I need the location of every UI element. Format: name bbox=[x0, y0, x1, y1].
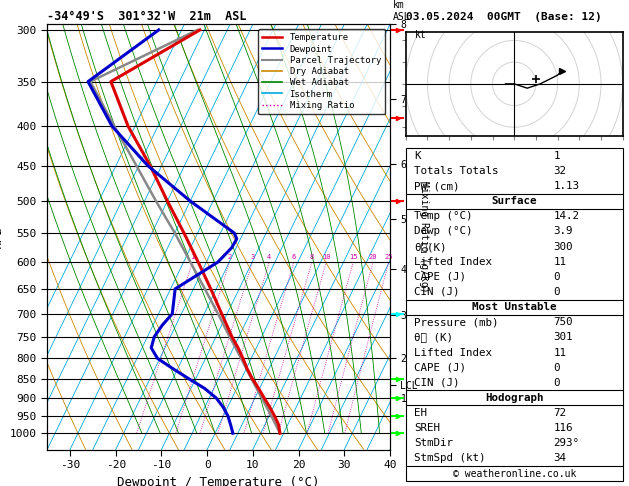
Y-axis label: hPa: hPa bbox=[0, 226, 4, 248]
Text: 0: 0 bbox=[554, 287, 560, 297]
Text: km
ASL: km ASL bbox=[393, 0, 411, 22]
Text: Hodograph: Hodograph bbox=[485, 393, 543, 403]
Text: 0: 0 bbox=[554, 378, 560, 388]
Text: 3.9: 3.9 bbox=[554, 226, 573, 237]
X-axis label: Dewpoint / Temperature (°C): Dewpoint / Temperature (°C) bbox=[118, 475, 320, 486]
Text: 72: 72 bbox=[554, 408, 566, 418]
Text: 293°: 293° bbox=[554, 438, 579, 448]
Text: CIN (J): CIN (J) bbox=[415, 378, 460, 388]
Text: 20: 20 bbox=[369, 254, 377, 260]
Text: 10: 10 bbox=[322, 254, 330, 260]
Text: 1: 1 bbox=[554, 151, 560, 161]
Text: CIN (J): CIN (J) bbox=[415, 287, 460, 297]
Text: 0: 0 bbox=[554, 272, 560, 282]
Text: Most Unstable: Most Unstable bbox=[472, 302, 557, 312]
Text: Pressure (mb): Pressure (mb) bbox=[415, 317, 499, 327]
Text: 15: 15 bbox=[349, 254, 357, 260]
Text: PW (cm): PW (cm) bbox=[415, 181, 460, 191]
Text: θᴁ (K): θᴁ (K) bbox=[415, 332, 454, 342]
Text: Lifted Index: Lifted Index bbox=[415, 257, 493, 267]
Text: Surface: Surface bbox=[491, 196, 537, 206]
Text: 4: 4 bbox=[267, 254, 271, 260]
Text: Lifted Index: Lifted Index bbox=[415, 347, 493, 358]
Text: 6: 6 bbox=[292, 254, 296, 260]
Text: 32: 32 bbox=[554, 166, 566, 176]
Text: 1: 1 bbox=[191, 254, 194, 260]
Text: 301: 301 bbox=[554, 332, 573, 342]
Text: 2: 2 bbox=[227, 254, 231, 260]
Text: 8: 8 bbox=[309, 254, 314, 260]
Text: K: K bbox=[415, 151, 421, 161]
Text: StmDir: StmDir bbox=[415, 438, 454, 448]
Text: 0: 0 bbox=[554, 363, 560, 373]
Legend: Temperature, Dewpoint, Parcel Trajectory, Dry Adiabat, Wet Adiabat, Isotherm, Mi: Temperature, Dewpoint, Parcel Trajectory… bbox=[258, 29, 386, 114]
Text: 11: 11 bbox=[554, 257, 566, 267]
Text: CAPE (J): CAPE (J) bbox=[415, 272, 466, 282]
Text: 1.13: 1.13 bbox=[554, 181, 579, 191]
Y-axis label: Mixing Ratio (g/kg): Mixing Ratio (g/kg) bbox=[419, 181, 429, 293]
Text: © weatheronline.co.uk: © weatheronline.co.uk bbox=[452, 469, 576, 479]
Text: kt: kt bbox=[415, 30, 426, 40]
Text: Temp (°C): Temp (°C) bbox=[415, 211, 473, 221]
Text: 750: 750 bbox=[554, 317, 573, 327]
Text: 11: 11 bbox=[554, 347, 566, 358]
Text: 25: 25 bbox=[384, 254, 393, 260]
Text: θᴁ(K): θᴁ(K) bbox=[415, 242, 447, 252]
Text: 14.2: 14.2 bbox=[554, 211, 579, 221]
Text: 34: 34 bbox=[554, 453, 566, 464]
Text: -34°49'S  301°32'W  21m  ASL: -34°49'S 301°32'W 21m ASL bbox=[47, 10, 247, 23]
Text: 300: 300 bbox=[554, 242, 573, 252]
Text: StmSpd (kt): StmSpd (kt) bbox=[415, 453, 486, 464]
Text: 3: 3 bbox=[250, 254, 255, 260]
Text: Totals Totals: Totals Totals bbox=[415, 166, 499, 176]
Text: 116: 116 bbox=[554, 423, 573, 433]
Text: CAPE (J): CAPE (J) bbox=[415, 363, 466, 373]
Text: EH: EH bbox=[415, 408, 427, 418]
Text: SREH: SREH bbox=[415, 423, 440, 433]
Text: 03.05.2024  00GMT  (Base: 12): 03.05.2024 00GMT (Base: 12) bbox=[406, 12, 601, 22]
Text: Dewp (°C): Dewp (°C) bbox=[415, 226, 473, 237]
